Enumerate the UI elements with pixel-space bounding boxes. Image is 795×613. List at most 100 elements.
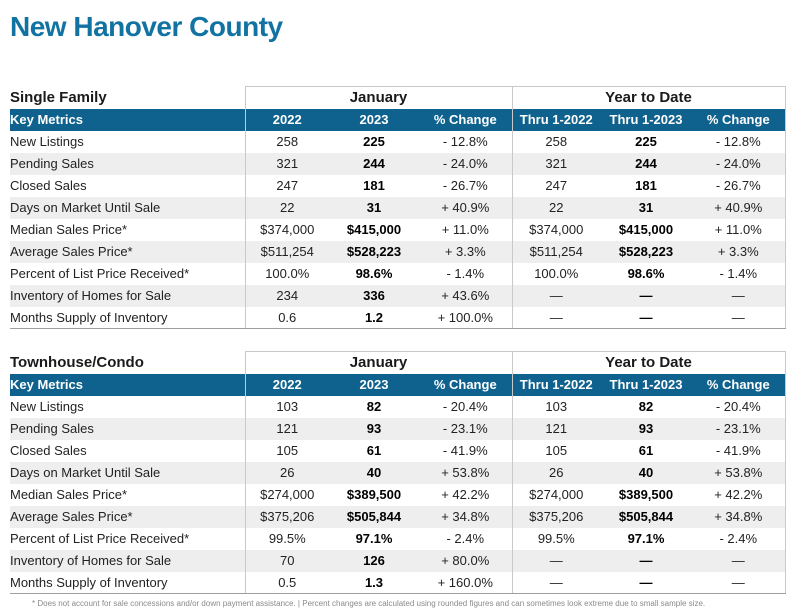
metric-value: 105	[244, 439, 329, 462]
metric-value: - 41.9%	[692, 439, 786, 462]
metric-value: + 100.0%	[419, 306, 512, 329]
metric-value: 100.0%	[511, 262, 600, 285]
metric-value: 82	[329, 395, 419, 418]
metric-value: $511,254	[511, 240, 600, 263]
key-metrics-band: Key Metrics 2022 2023% Change Thru 1-2022 Th…	[10, 108, 786, 131]
metric-value: $511,254	[244, 240, 329, 263]
metric-value: + 34.8%	[692, 505, 786, 528]
metric-value: + 43.6%	[419, 284, 512, 307]
section-header-row: Townhouse/Condo January Year to Date	[10, 351, 786, 374]
metric-value: $389,500	[329, 483, 419, 506]
metric-value: 126	[329, 549, 419, 572]
metric-value: —	[511, 284, 600, 307]
table-row: Closed Sales 247 181- 26.7% 247 181- 26.7%	[10, 174, 786, 197]
column-header: 2022	[244, 108, 329, 131]
metric-value: —	[692, 284, 786, 307]
market-report-page: New Hanover County Single Family January Y…	[0, 10, 795, 609]
metric-value: - 24.0%	[692, 152, 786, 175]
column-header: % Change	[419, 108, 512, 131]
table-row: Inventory of Homes for Sale 70 126 + 80.0% —…	[10, 549, 786, 572]
metric-value: —	[600, 306, 692, 329]
metric-label: Percent of List Price Received*	[10, 527, 245, 550]
metric-value: + 40.9%	[692, 196, 786, 219]
metric-label: Closed Sales	[10, 439, 245, 462]
metric-value: —	[511, 571, 600, 594]
metric-value: + 53.8%	[692, 461, 786, 484]
metric-value: - 20.4%	[419, 395, 512, 418]
metric-value: 97.1%	[329, 527, 419, 550]
metric-label: Median Sales Price*	[10, 218, 245, 241]
metric-value: 321	[511, 152, 600, 175]
metric-value: 103	[511, 395, 600, 418]
group-header-january: January	[244, 351, 513, 374]
table-row: Percent of List Price Received* 100.0% 98.…	[10, 262, 786, 285]
footnote: * Does not account for sale concessions …	[32, 599, 706, 608]
metric-label: New Listings	[10, 395, 245, 418]
metrics-table-townhouse-condo: Townhouse/Condo January Year to Date Key Me…	[10, 351, 786, 594]
metric-value: 40	[329, 461, 419, 484]
table-row: Closed Sales 105 61- 41.9% 105 61- 41.9%	[10, 439, 786, 462]
metric-value: 97.1%	[600, 527, 692, 550]
metric-value: - 26.7%	[692, 174, 786, 197]
metric-value: - 23.1%	[419, 417, 512, 440]
metric-label: New Listings	[10, 130, 245, 153]
table-row: New Listings 103 82- 20.4% 103 82- 20.4%	[10, 395, 786, 418]
metric-value: $374,000	[244, 218, 329, 241]
metrics-tables-container: Single Family January Year to Date Key Metr…	[0, 86, 795, 594]
metric-value: 121	[511, 417, 600, 440]
metric-value: - 2.4%	[692, 527, 786, 550]
metric-value: + 80.0%	[419, 549, 512, 572]
metric-label: Percent of List Price Received*	[10, 262, 245, 285]
column-header: % Change	[419, 373, 512, 396]
metric-value: - 23.1%	[692, 417, 786, 440]
metric-value: 1.2	[329, 306, 419, 329]
table-row: Average Sales Price* $375,206 $505,844 + 34…	[10, 505, 786, 528]
table-row: Days on Market Until Sale 26 40 + 53.8% 26 40…	[10, 461, 786, 484]
metric-value: 258	[244, 130, 329, 153]
metric-value: 31	[600, 196, 692, 219]
group-header-january: January	[244, 86, 513, 109]
metric-value: $374,000	[511, 218, 600, 241]
metric-value: $505,844	[600, 505, 692, 528]
metric-value: 121	[244, 417, 329, 440]
metric-value: $274,000	[511, 483, 600, 506]
metric-value: $528,223	[329, 240, 419, 263]
metric-value: - 12.8%	[692, 130, 786, 153]
metric-value: 98.6%	[600, 262, 692, 285]
metric-value: 321	[244, 152, 329, 175]
metric-value: 70	[244, 549, 329, 572]
section-header-row: Single Family January Year to Date	[10, 86, 786, 109]
key-metrics-label: Key Metrics	[10, 373, 245, 396]
metric-value: 61	[329, 439, 419, 462]
metric-value: + 3.3%	[419, 240, 512, 263]
metric-value: 247	[511, 174, 600, 197]
table-row: Median Sales Price* $374,000 $415,000 + 11.…	[10, 218, 786, 241]
metric-value: 0.5	[244, 571, 329, 594]
group-header-year-to-date: Year to Date	[511, 351, 786, 374]
group-header-year-to-date: Year to Date	[511, 86, 786, 109]
table-row: Pending Sales 321 244- 24.0% 321 244- 24.0%	[10, 152, 786, 175]
metric-value: —	[600, 571, 692, 594]
metric-value: 100.0%	[244, 262, 329, 285]
metric-value: 181	[329, 174, 419, 197]
metric-value: $528,223	[600, 240, 692, 263]
column-header: 2023	[329, 108, 419, 131]
table-row: Months Supply of Inventory 0.5 1.3 + 160.0%…	[10, 571, 786, 594]
metric-value: 225	[329, 130, 419, 153]
metric-value: 336	[329, 284, 419, 307]
metric-value: 61	[600, 439, 692, 462]
table-row: Percent of List Price Received* 99.5% 97.1…	[10, 527, 786, 550]
metric-value: 258	[511, 130, 600, 153]
metric-value: + 11.0%	[692, 218, 786, 241]
metric-value: 22	[511, 196, 600, 219]
metric-value: $415,000	[329, 218, 419, 241]
metric-value: + 11.0%	[419, 218, 512, 241]
metric-label: Average Sales Price*	[10, 505, 245, 528]
metric-value: 99.5%	[244, 527, 329, 550]
metric-label: Months Supply of Inventory	[10, 306, 245, 329]
column-header: 2022	[244, 373, 329, 396]
metric-value: 105	[511, 439, 600, 462]
table-row: Median Sales Price* $274,000 $389,500 + 42.…	[10, 483, 786, 506]
key-metrics-band: Key Metrics 2022 2023% Change Thru 1-2022 Th…	[10, 373, 786, 396]
metric-value: - 41.9%	[419, 439, 512, 462]
